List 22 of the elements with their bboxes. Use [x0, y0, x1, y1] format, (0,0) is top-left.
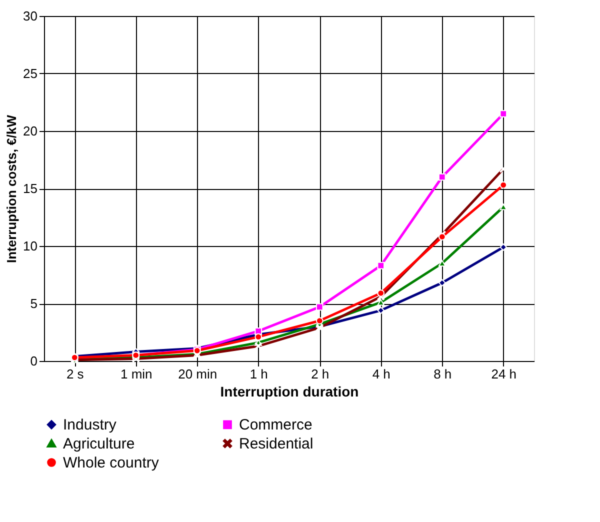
legend-label: Residential	[239, 436, 314, 452]
legend-label: Agriculture	[63, 436, 135, 452]
y-tick-label: 20	[23, 124, 38, 138]
legend-label: Whole country	[63, 454, 160, 472]
x-tick-label: 2 s	[66, 366, 84, 382]
y-tick-label: 30	[23, 8, 38, 24]
legend-label: Commerce	[239, 416, 312, 434]
x-tick-label: 2 h	[311, 366, 330, 382]
x-tick-label: 8 h	[434, 366, 452, 382]
y-tick-label: 10	[23, 238, 38, 254]
y-tick-label: 25	[23, 66, 38, 81]
x-tick-label: 1 h	[250, 366, 268, 382]
x-tick-label: 1 min	[120, 366, 152, 382]
y-tick-label: 0	[30, 354, 38, 368]
y-axis-title: Interruption costs, €/kW	[4, 114, 20, 264]
y-tick-label: 15	[23, 181, 38, 196]
x-axis-title: Interruption duration	[220, 384, 359, 400]
legend-label: Industry	[63, 416, 117, 434]
y-tick-label: 5	[30, 296, 38, 311]
x-tick-label: 4 h	[372, 366, 390, 382]
x-tick-label: 20 min	[178, 366, 218, 382]
x-tick-label: 24 h	[491, 366, 517, 382]
